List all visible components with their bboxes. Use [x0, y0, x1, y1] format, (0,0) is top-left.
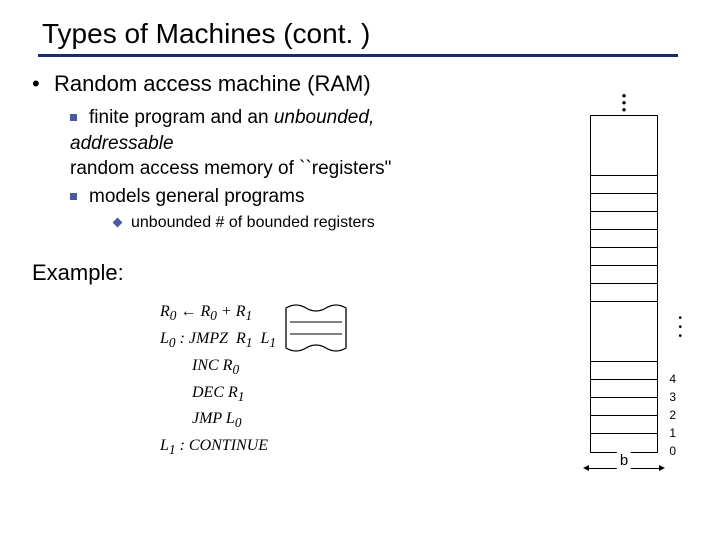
- example-code: R0 ← R0 + R1 L0 : JMPZ R1 L1 INC R0 DEC …: [160, 300, 276, 461]
- memory-cell: [591, 398, 657, 416]
- memory-cell: [591, 380, 657, 398]
- square-bullet-icon: [70, 114, 77, 121]
- register-indices: 4 3 2 1 0: [669, 370, 676, 460]
- l2a-pre: finite program and an: [89, 107, 274, 128]
- memory-cell: [591, 434, 657, 452]
- vdots-top: •••: [590, 92, 658, 115]
- reg-idx: 1: [669, 424, 676, 442]
- memory-cell: [591, 194, 657, 212]
- b-label: b: [617, 452, 631, 469]
- width-arrow: b: [588, 468, 660, 469]
- vdots-side: •••: [678, 314, 682, 341]
- memory-cell: [591, 176, 657, 194]
- bullet-l1-text: Random access machine (RAM): [54, 71, 371, 97]
- memory-cell: [591, 248, 657, 266]
- l2b-text: models general programs: [89, 186, 304, 207]
- reg-idx: 3: [669, 388, 676, 406]
- memory-cell: [591, 416, 657, 434]
- memory-column: •••: [590, 92, 658, 453]
- square-bullet-icon: [70, 193, 77, 200]
- memory-stack: [590, 115, 658, 453]
- memory-cell: [591, 302, 657, 362]
- memory-cell: [591, 230, 657, 248]
- reg-idx: 2: [669, 406, 676, 424]
- l2a-post: random access memory of ``registers": [70, 156, 460, 182]
- memory-cell: [591, 266, 657, 284]
- tape-icon: [278, 300, 358, 362]
- memory-cell: [591, 284, 657, 302]
- diamond-bullet-icon: [113, 217, 123, 227]
- memory-cell: [591, 212, 657, 230]
- reg-idx: 0: [669, 442, 676, 460]
- bullet-level1: • Random access machine (RAM): [0, 57, 720, 97]
- memory-cell: [591, 362, 657, 380]
- bullet-l2b: models general programs: [70, 182, 460, 210]
- memory-cell: [591, 116, 657, 176]
- bullet-dot: •: [32, 71, 54, 97]
- bullet-level2-block: finite program and an unbounded, address…: [0, 97, 460, 210]
- reg-idx: 4: [669, 370, 676, 388]
- l3-text: unbounded # of bounded registers: [131, 214, 375, 231]
- bullet-l2a: finite program and an unbounded, address…: [70, 105, 460, 156]
- arrow-line: b: [588, 468, 660, 469]
- slide-title: Types of Machines (cont. ): [0, 0, 720, 54]
